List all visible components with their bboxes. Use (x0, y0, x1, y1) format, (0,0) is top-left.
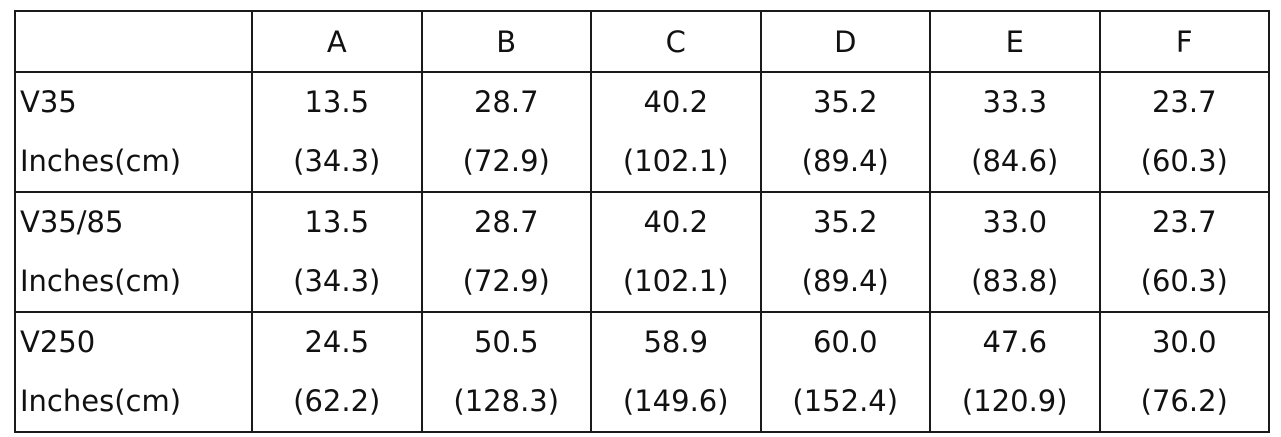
value-cm: (89.4) (801, 144, 889, 178)
header-corner-cell (14, 10, 253, 73)
value-inches: 50.5 (473, 325, 539, 359)
value-cm: (60.3) (1140, 264, 1228, 298)
column-header-b: B (420, 10, 592, 73)
value-cm: (89.4) (801, 264, 889, 298)
value-inches: 30.0 (1151, 325, 1217, 359)
model-name: V250 (20, 325, 96, 359)
value-cell-b: 28.7 (72.9) (420, 71, 592, 193)
column-header-e: E (929, 10, 1101, 73)
value-cell-a: 13.5 (34.3) (251, 71, 423, 193)
column-header-d: D (759, 10, 931, 73)
value-cell-c: 40.2 (102.1) (590, 191, 762, 313)
value-cell-e: 47.6 (120.9) (929, 311, 1101, 433)
value-cell-c: 40.2 (102.1) (590, 71, 762, 193)
row-label-cell: V35 Inches(cm) (14, 71, 253, 193)
value-inches: 40.2 (643, 85, 709, 119)
value-cm: (152.4) (792, 384, 899, 418)
value-cell-d: 35.2 (89.4) (759, 191, 931, 313)
value-cell-d: 35.2 (89.4) (759, 71, 931, 193)
value-cm: (84.6) (971, 144, 1059, 178)
value-cell-d: 60.0 (152.4) (759, 311, 931, 433)
column-header-a: A (251, 10, 423, 73)
value-cell-f: 23.7 (60.3) (1098, 71, 1270, 193)
model-name: V35/85 (20, 205, 124, 239)
table-header-row: A B C D E F (14, 10, 1270, 73)
unit-label: Inches(cm) (20, 384, 182, 418)
value-cm: (72.9) (462, 264, 550, 298)
value-inches: 23.7 (1151, 85, 1217, 119)
table-row-v35-85: V35/85 Inches(cm) 13.5 (34.3) 28.7 (72.9… (14, 191, 1270, 313)
value-cell-a: 24.5 (62.2) (251, 311, 423, 433)
row-label-cell: V35/85 Inches(cm) (14, 191, 253, 313)
value-inches: 33.0 (982, 205, 1048, 239)
value-cm: (34.3) (293, 144, 381, 178)
row-label-cell: V250 Inches(cm) (14, 311, 253, 433)
column-header-f: F (1098, 10, 1270, 73)
value-cell-a: 13.5 (34.3) (251, 191, 423, 313)
value-inches: 35.2 (812, 205, 878, 239)
value-inches: 47.6 (982, 325, 1048, 359)
unit-label: Inches(cm) (20, 264, 182, 298)
value-cm: (120.9) (961, 384, 1068, 418)
value-inches: 33.3 (982, 85, 1048, 119)
value-inches: 23.7 (1151, 205, 1217, 239)
value-inches: 28.7 (473, 205, 539, 239)
value-cell-e: 33.0 (83.8) (929, 191, 1101, 313)
value-cell-b: 50.5 (128.3) (420, 311, 592, 433)
value-inches: 60.0 (812, 325, 878, 359)
value-cm: (102.1) (622, 264, 729, 298)
model-name: V35 (20, 85, 77, 119)
value-cm: (83.8) (971, 264, 1059, 298)
value-cell-f: 30.0 (76.2) (1098, 311, 1270, 433)
value-cell-e: 33.3 (84.6) (929, 71, 1101, 193)
value-cell-f: 23.7 (60.3) (1098, 191, 1270, 313)
value-cm: (62.2) (293, 384, 381, 418)
value-inches: 35.2 (812, 85, 878, 119)
unit-label: Inches(cm) (20, 144, 182, 178)
column-header-c: C (590, 10, 762, 73)
dimensions-table: A B C D E F V35 Inches(cm) 13.5 (34.3) 2… (14, 10, 1270, 433)
value-inches: 24.5 (304, 325, 370, 359)
value-cm: (72.9) (462, 144, 550, 178)
value-inches: 13.5 (304, 205, 370, 239)
table-row-v250: V250 Inches(cm) 24.5 (62.2) 50.5 (128.3)… (14, 311, 1270, 433)
value-cm: (76.2) (1140, 384, 1228, 418)
table-row-v35: V35 Inches(cm) 13.5 (34.3) 28.7 (72.9) 4… (14, 71, 1270, 193)
value-cm: (102.1) (622, 144, 729, 178)
value-inches: 58.9 (643, 325, 709, 359)
value-inches: 28.7 (473, 85, 539, 119)
value-cm: (128.3) (453, 384, 560, 418)
value-inches: 13.5 (304, 85, 370, 119)
value-inches: 40.2 (643, 205, 709, 239)
value-cell-b: 28.7 (72.9) (420, 191, 592, 313)
value-cm: (34.3) (293, 264, 381, 298)
value-cm: (60.3) (1140, 144, 1228, 178)
value-cell-c: 58.9 (149.6) (590, 311, 762, 433)
value-cm: (149.6) (622, 384, 729, 418)
